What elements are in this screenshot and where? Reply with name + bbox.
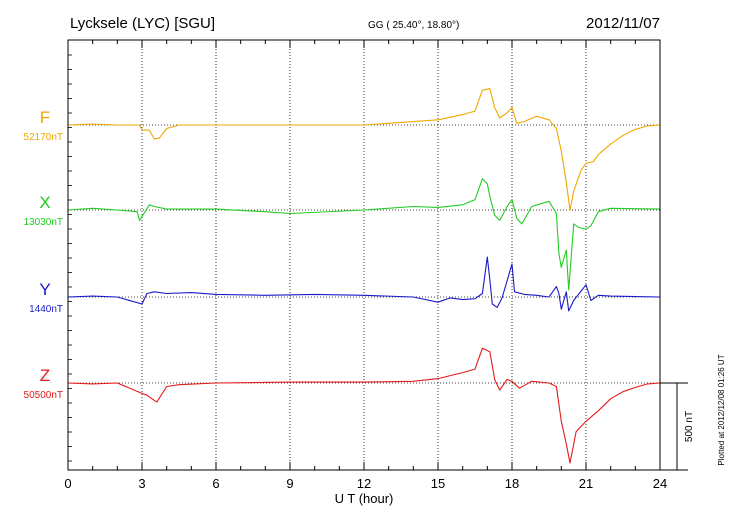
series-line-z <box>67 347 661 464</box>
series-baseline-x: 13030nT <box>24 217 63 228</box>
series-line-x <box>67 178 661 291</box>
x-axis-ticks: 0 3 6 9 12 15 18 21 24 <box>64 40 667 491</box>
x-tick-label: 24 <box>653 476 667 491</box>
x-tick-label: 0 <box>64 476 71 491</box>
scale-bar: 500 nT <box>660 382 695 471</box>
series-name-x: X <box>39 193 50 212</box>
series-name-f: F <box>40 108 50 127</box>
series-name-z: Z <box>40 366 50 385</box>
date-label: 2012/11/07 <box>586 15 660 32</box>
plotted-timestamp: Plotted at 2012/12/08 01:26 UT <box>717 354 726 465</box>
x-tick-label: 6 <box>212 476 219 491</box>
x-tick-label: 9 <box>286 476 293 491</box>
x-tick-label: 3 <box>138 476 145 491</box>
x-tick-label: 18 <box>505 476 519 491</box>
coordinates-label: GG ( 25.40°, 18.80°) <box>368 20 459 31</box>
series-baseline-f: 52170nT <box>24 132 63 143</box>
series-line-f <box>67 87 661 211</box>
x-tick-label: 12 <box>357 476 371 491</box>
series-line-y <box>67 256 661 312</box>
station-title: Lycksele (LYC) [SGU] <box>70 15 215 32</box>
x-tick-label: 15 <box>431 476 445 491</box>
series-baseline-z: 50500nT <box>24 390 63 401</box>
series-group <box>67 87 661 464</box>
series-name-y: Y <box>39 280 50 299</box>
scale-bar-label: 500 nT <box>684 411 695 442</box>
x-tick-label: 21 <box>579 476 593 491</box>
x-axis-label: U T (hour) <box>335 491 394 506</box>
series-baseline-y: 1440nT <box>29 304 63 315</box>
series-labels: F 52170nT X 13030nT Y 1440nT Z 50500nT <box>24 108 63 401</box>
